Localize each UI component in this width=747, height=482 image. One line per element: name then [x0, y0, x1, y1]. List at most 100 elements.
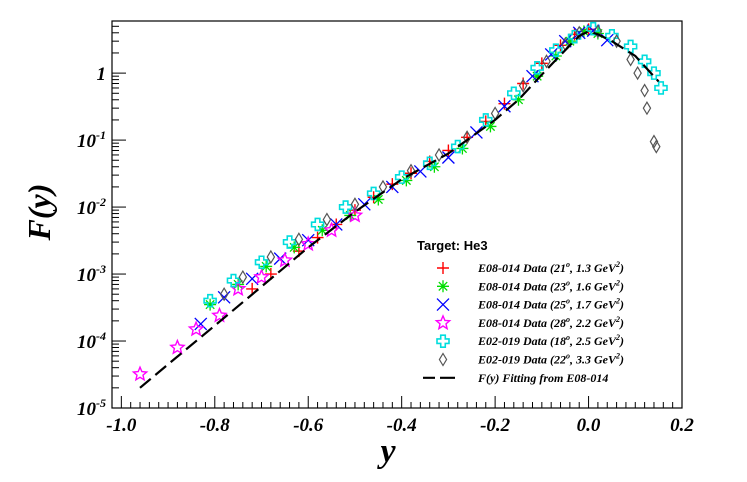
y-tick-label: 10-2 — [77, 195, 106, 219]
open-plus-marker — [203, 293, 217, 308]
asterisk-marker — [428, 160, 441, 173]
x-tick-label: 0.0 — [577, 415, 601, 436]
data-series — [131, 21, 668, 389]
open-plus-marker — [282, 235, 297, 249]
diamond-marker — [238, 269, 248, 285]
asterisk-marker — [437, 280, 449, 293]
y-tick-label: 10-1 — [77, 128, 106, 152]
legend-label: E08-014 Data (23o, 1.6 GeV2) — [477, 278, 624, 293]
diamond-marker — [626, 52, 635, 67]
diamond-marker — [542, 54, 551, 69]
legend-title: Target: He3 — [417, 238, 488, 253]
x-tick-label: -0.8 — [200, 415, 231, 436]
open-plus-marker — [436, 334, 450, 348]
diamond-marker — [322, 212, 332, 227]
open-plus-marker — [254, 255, 269, 270]
y-tick-label: 10-5 — [77, 396, 106, 420]
asterisk-marker — [288, 241, 301, 254]
diamond-marker — [633, 65, 642, 81]
open-plus-marker — [394, 170, 409, 184]
diamond-marker — [518, 78, 528, 93]
y-tick-label: 10-3 — [77, 262, 106, 286]
plus-marker — [498, 97, 511, 110]
asterisk-marker — [512, 93, 525, 106]
open-plus-marker — [623, 39, 638, 54]
diamond-marker — [652, 139, 661, 154]
asterisk-marker — [372, 193, 385, 206]
open-plus-marker — [338, 200, 353, 214]
legend-label: E08-014 Data (25o, 1.7 GeV2) — [477, 297, 624, 312]
plus-marker — [437, 262, 449, 274]
x-tick-label: -0.6 — [293, 415, 324, 436]
x-tick-label: -1.0 — [106, 415, 137, 436]
star-marker — [169, 338, 186, 355]
diamond-marker — [612, 33, 621, 49]
axis-ticks — [112, 20, 683, 409]
open-plus-marker — [507, 86, 521, 101]
series-diamond — [219, 24, 661, 302]
x-tick-labels: -1.0 -0.8 -0.6 -0.4 -0.2 0.0 0.2 — [106, 415, 694, 436]
asterisk-marker — [260, 260, 273, 273]
diamond-marker — [219, 287, 229, 302]
cross-marker — [194, 317, 208, 331]
star-marker — [131, 365, 149, 382]
open-plus-marker — [226, 273, 241, 288]
star-marker — [323, 221, 340, 238]
cross-marker — [436, 298, 450, 312]
asterisk-marker — [400, 174, 413, 187]
diamond-marker — [593, 24, 603, 39]
series-openplus — [203, 21, 668, 308]
asterisk-marker — [531, 70, 544, 83]
x-tick-label: 0.2 — [670, 415, 694, 436]
asterisk-marker — [563, 35, 576, 48]
cross-marker — [441, 151, 455, 164]
y-tick-label: 1 — [97, 64, 107, 85]
y-tick-labels: 10-5 10-4 10-3 10-2 10-1 1 — [77, 64, 106, 420]
open-plus-marker — [422, 156, 437, 171]
open-plus-marker — [654, 81, 668, 95]
star-marker — [253, 268, 270, 285]
asterisk-marker — [316, 224, 329, 237]
diamond-marker — [642, 100, 652, 116]
star-marker — [187, 320, 205, 337]
asterisk-marker — [204, 298, 217, 311]
diamond-marker — [640, 83, 649, 98]
fit-line — [139, 30, 660, 389]
plus-marker — [246, 282, 259, 295]
star-marker — [211, 306, 228, 323]
legend-label: E08-014 Data (21o, 1.3 GeV2) — [477, 260, 624, 275]
diamond-marker — [406, 163, 416, 178]
diamond-marker — [294, 232, 304, 247]
cross-marker — [572, 26, 586, 40]
plot-frame — [111, 20, 683, 409]
cross-marker — [544, 47, 558, 61]
diamond-marker — [434, 147, 444, 163]
y-axis-title: F(y) — [21, 184, 57, 242]
open-plus-marker — [549, 43, 563, 57]
series-dashline — [139, 30, 660, 389]
x-tick-label: -0.2 — [480, 415, 511, 436]
star-marker — [299, 235, 317, 252]
diamond-marker — [350, 197, 360, 212]
x-tick-label: -0.4 — [387, 415, 417, 436]
open-plus-marker — [586, 21, 601, 36]
asterisk-marker — [577, 25, 590, 38]
cross-marker — [217, 290, 231, 304]
star-marker — [276, 251, 294, 268]
diamond-marker — [574, 25, 584, 40]
open-plus-marker — [310, 217, 325, 232]
legend-label: F(y) Fitting from E08-014 — [477, 371, 608, 385]
open-plus-marker — [478, 113, 493, 127]
legend-label: E02-019 Data (18o, 2.5 GeV2) — [477, 333, 624, 348]
legend-label: E08-014 Data (28o, 2.2 GeV2) — [477, 315, 624, 330]
legend: Target: He3 E08-014 Data (21o, 1.3 GeV2)… — [417, 238, 624, 385]
legend-label: E02-019 Data (22o, 3.3 GeV2) — [477, 352, 624, 367]
legend-entries: E08-014 Data (21o, 1.3 GeV2) E08-014 Data… — [423, 260, 624, 385]
x-axis-title: y — [376, 433, 396, 470]
diamond-marker — [266, 249, 276, 265]
y-tick-label: 10-4 — [77, 329, 106, 353]
asterisk-marker — [232, 278, 245, 291]
open-plus-marker — [530, 61, 544, 75]
diamond-marker — [462, 130, 472, 145]
